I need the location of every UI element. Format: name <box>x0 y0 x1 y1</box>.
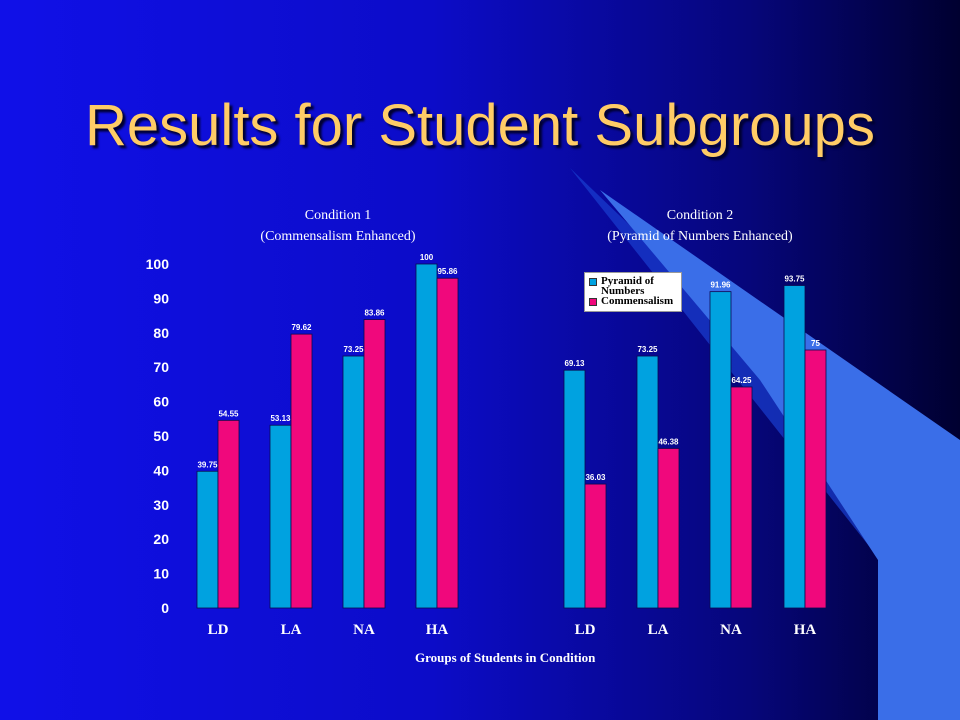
data-label: 64.25 <box>731 376 752 385</box>
x-category-label: HA <box>794 622 817 638</box>
chart-legend: Pyramid of Numbers Commensalism <box>584 272 682 312</box>
x-axis-title: Groups of Students in Condition <box>415 650 596 665</box>
panel1-title-line2: (Commensalism Enhanced) <box>260 229 416 244</box>
data-label: 95.86 <box>437 267 458 276</box>
y-tick-label: 50 <box>153 428 169 444</box>
panel2-title: Condition 2 (Pyramid of Numbers Enhanced… <box>560 205 840 247</box>
bar-pyramid <box>269 424 292 609</box>
data-label: 73.25 <box>343 345 364 354</box>
panel1-title: Condition 1 (Commensalism Enhanced) <box>218 205 458 247</box>
x-category-label: NA <box>720 622 742 638</box>
slide-title: Results for Student Subgroups <box>85 93 875 158</box>
y-tick-label: 20 <box>153 531 169 547</box>
panel2-title-line2: (Pyramid of Numbers Enhanced) <box>607 229 793 244</box>
data-label: 54.55 <box>218 409 239 418</box>
bar-pyramid <box>709 291 732 609</box>
bar-commensalism <box>657 448 680 609</box>
data-label: 39.75 <box>197 460 218 469</box>
legend-swatch-commensalism <box>589 298 597 306</box>
y-tick-label: 80 <box>153 325 169 341</box>
x-category-label: HA <box>426 622 449 638</box>
legend-label-pyramid: Pyramid of Numbers <box>601 275 654 297</box>
bar-commensalism <box>436 277 459 609</box>
data-label: 79.62 <box>291 323 312 332</box>
y-tick-label: 30 <box>153 497 169 513</box>
y-tick-label: 90 <box>153 290 169 306</box>
bar-commensalism <box>363 319 386 609</box>
bar-commensalism <box>804 349 827 609</box>
bar-pyramid <box>563 369 586 609</box>
y-tick-label: 0 <box>161 600 169 616</box>
bar-commensalism <box>290 333 313 609</box>
bar-pyramid <box>196 470 219 609</box>
data-label: 73.25 <box>637 345 658 354</box>
data-label: 91.96 <box>710 281 731 290</box>
legend-item-commensalism: Commensalism <box>589 295 681 307</box>
bar-commensalism <box>584 483 607 609</box>
deco-stripe-light <box>600 190 960 720</box>
y-tick-label: 70 <box>153 359 169 375</box>
data-label: 93.75 <box>784 275 805 284</box>
legend-label-commensalism: Commensalism <box>601 295 674 307</box>
y-tick-label: 60 <box>153 394 169 410</box>
bar-pyramid <box>783 285 806 609</box>
y-tick-label: 100 <box>146 256 170 272</box>
y-tick-label: 10 <box>153 566 169 582</box>
data-label: 75 <box>811 339 820 348</box>
data-label: 46.38 <box>658 437 679 446</box>
y-tick-label: 40 <box>153 462 169 478</box>
data-label: 69.13 <box>564 359 585 368</box>
legend-item-pyramid: Pyramid of Numbers <box>589 275 681 297</box>
x-category-label: NA <box>353 622 375 638</box>
bar-pyramid <box>342 355 365 609</box>
bar-commensalism <box>730 386 753 609</box>
panel2-title-line1: Condition 2 <box>666 208 734 223</box>
x-category-label: LA <box>648 622 669 638</box>
x-category-label: LD <box>575 622 596 638</box>
legend-swatch-pyramid <box>589 278 597 286</box>
panel1-title-line1: Condition 1 <box>304 208 372 223</box>
bar-commensalism <box>217 419 240 609</box>
x-category-label: LD <box>208 622 229 638</box>
data-label: 83.86 <box>364 309 385 318</box>
bar-pyramid <box>636 355 659 609</box>
x-category-label: LA <box>281 622 302 638</box>
bar-pyramid <box>415 263 438 609</box>
data-label: 53.13 <box>270 414 291 423</box>
data-label: 100 <box>420 253 434 262</box>
data-label: 36.03 <box>585 473 606 482</box>
